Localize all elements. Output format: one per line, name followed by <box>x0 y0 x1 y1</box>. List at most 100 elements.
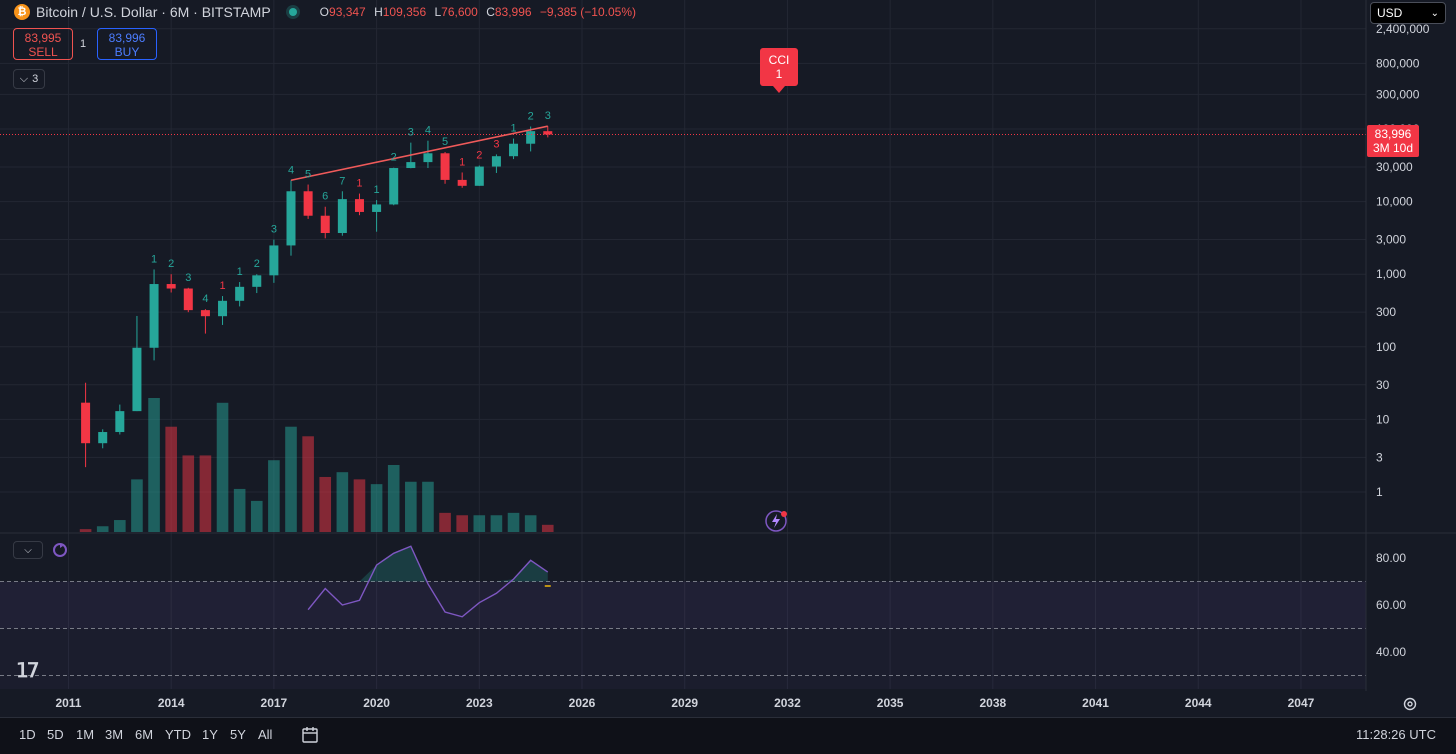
candle-body <box>132 347 142 412</box>
price-tick-label: 300 <box>1376 305 1396 319</box>
candle-body <box>303 191 313 216</box>
volume-bars <box>79 398 554 532</box>
candle-body <box>526 131 536 144</box>
sequential-count-label: 2 <box>391 152 397 164</box>
open-value: 93,347 <box>329 5 366 19</box>
symbol-title: Bitcoin / U.S. Dollar · 6M · BITSTAMP <box>36 4 271 20</box>
volume-bar <box>302 436 314 532</box>
range-button-5d[interactable]: 5D <box>47 727 64 742</box>
sequential-count-label: 5 <box>305 169 311 181</box>
candle-body <box>491 156 501 167</box>
gear-icon[interactable] <box>1402 696 1418 712</box>
volume-bar <box>216 402 229 532</box>
rsi-overbought-fill <box>308 546 548 582</box>
range-button-3m[interactable]: 3M <box>105 727 124 742</box>
range-button-ytd[interactable]: YTD <box>165 727 191 742</box>
symbol-legend[interactable]: ₿ Bitcoin / U.S. Dollar · 6M · BITSTAMP … <box>14 4 636 20</box>
price-tick-label: 30,000 <box>1376 160 1413 174</box>
price-tick-label: 800,000 <box>1376 56 1420 70</box>
volume-bar <box>405 481 417 532</box>
candle-body <box>389 168 399 205</box>
volume-bar <box>387 465 400 532</box>
candle-body <box>543 131 553 135</box>
time-tick-label: 2041 <box>1082 696 1109 710</box>
time-tick-label: 2032 <box>774 696 801 710</box>
chevron-down-icon: ⌵ <box>19 72 29 85</box>
sequential-count-label: 1 <box>374 184 380 196</box>
chevron-down-icon: ⌵ <box>24 544 32 556</box>
sequential-count-label: 2 <box>254 258 260 270</box>
sequential-count-label: 1 <box>219 280 225 292</box>
chevron-down-icon: ⌄ <box>1430 7 1439 19</box>
buy-price: 83,996 <box>108 31 146 45</box>
time-tick-label: 2047 <box>1288 696 1315 710</box>
order-quantity[interactable]: 1 <box>80 38 87 50</box>
trendline[interactable] <box>290 125 548 182</box>
pane-collapse-button[interactable]: ⌵ <box>13 541 43 559</box>
last-price-label: 83,996 3M 10d <box>1367 125 1419 157</box>
buy-button[interactable]: 83,996 BUY <box>97 28 157 60</box>
candle-body <box>406 162 416 169</box>
volume-bar <box>79 529 92 532</box>
date-range-icon[interactable] <box>300 725 320 745</box>
time-tick-label: 2023 <box>466 696 493 710</box>
candle-body <box>218 300 228 317</box>
change-value: −9,385 (−10.05%) <box>539 5 636 19</box>
volume-bar <box>336 472 349 532</box>
time-tick-label: 2014 <box>158 696 185 710</box>
rsi-band <box>0 581 1366 629</box>
last-price-value: 83,996 <box>1374 127 1412 141</box>
sequential-count-label: 4 <box>202 293 208 305</box>
volume-bar <box>473 515 486 532</box>
volume-bar <box>268 460 280 532</box>
indicator-count: 3 <box>32 73 39 85</box>
range-button-1m[interactable]: 1M <box>76 727 95 742</box>
sequential-count-label: 2 <box>168 258 174 270</box>
rsi-line <box>307 545 549 618</box>
range-button-all[interactable]: All <box>258 727 273 742</box>
candle-body <box>115 411 125 433</box>
utc-clock[interactable]: 11:28:26 UTC <box>1356 727 1436 742</box>
tradingview-logo-icon: 𝟣𝟩 <box>16 660 39 682</box>
volume-bar <box>96 526 109 532</box>
range-button-5y[interactable]: 5Y <box>230 727 246 742</box>
grid <box>0 0 1366 689</box>
range-button-6m[interactable]: 6M <box>135 727 154 742</box>
time-tick-label: 2044 <box>1185 696 1212 710</box>
currency-select[interactable]: USD ⌄ <box>1370 2 1446 24</box>
price-tick-label: 3,000 <box>1376 233 1406 247</box>
currency-value: USD <box>1377 6 1403 20</box>
range-button-1d[interactable]: 1D <box>19 727 36 742</box>
volume-bar <box>541 524 554 532</box>
volume-bar <box>353 479 366 532</box>
rsi-tick-label: 40.00 <box>1376 645 1406 659</box>
sequential-count-label: 1 <box>459 156 465 168</box>
price-tick-label: 10,000 <box>1376 195 1413 209</box>
candle-body <box>337 199 347 234</box>
volume-bar <box>524 515 537 532</box>
candle-body <box>252 275 262 287</box>
sell-button[interactable]: 83,995 SELL <box>13 28 73 60</box>
sequential-count-label: 2 <box>476 150 482 162</box>
range-button-1y[interactable]: 1Y <box>202 727 218 742</box>
high-value: 109,356 <box>382 5 427 19</box>
close-label: C <box>486 5 495 19</box>
rsi-tick-label: 80.00 <box>1376 551 1406 565</box>
time-tick-label: 2035 <box>877 696 904 710</box>
candle-body <box>354 199 364 212</box>
indicators-collapse-button[interactable]: ⌵ 3 <box>13 69 45 89</box>
candle-body <box>372 204 382 212</box>
assistant-sparkle-icon[interactable] <box>762 509 790 533</box>
sell-price: 83,995 <box>24 31 62 45</box>
cci-value: 1 <box>775 67 783 81</box>
sell-label: SELL <box>28 45 58 59</box>
sequential-count-label: 6 <box>322 191 328 203</box>
cci-marker[interactable]: CCI 1 <box>760 48 798 86</box>
cci-marker-arrow <box>773 86 785 93</box>
candle-body <box>235 286 245 301</box>
sync-icon[interactable] <box>52 542 68 558</box>
trendline-segment <box>290 125 548 182</box>
ohlc-values: O93,347 H109,356 L76,600 C83,996 −9,385 … <box>315 5 636 19</box>
price-tick-label: 3 <box>1376 450 1383 464</box>
